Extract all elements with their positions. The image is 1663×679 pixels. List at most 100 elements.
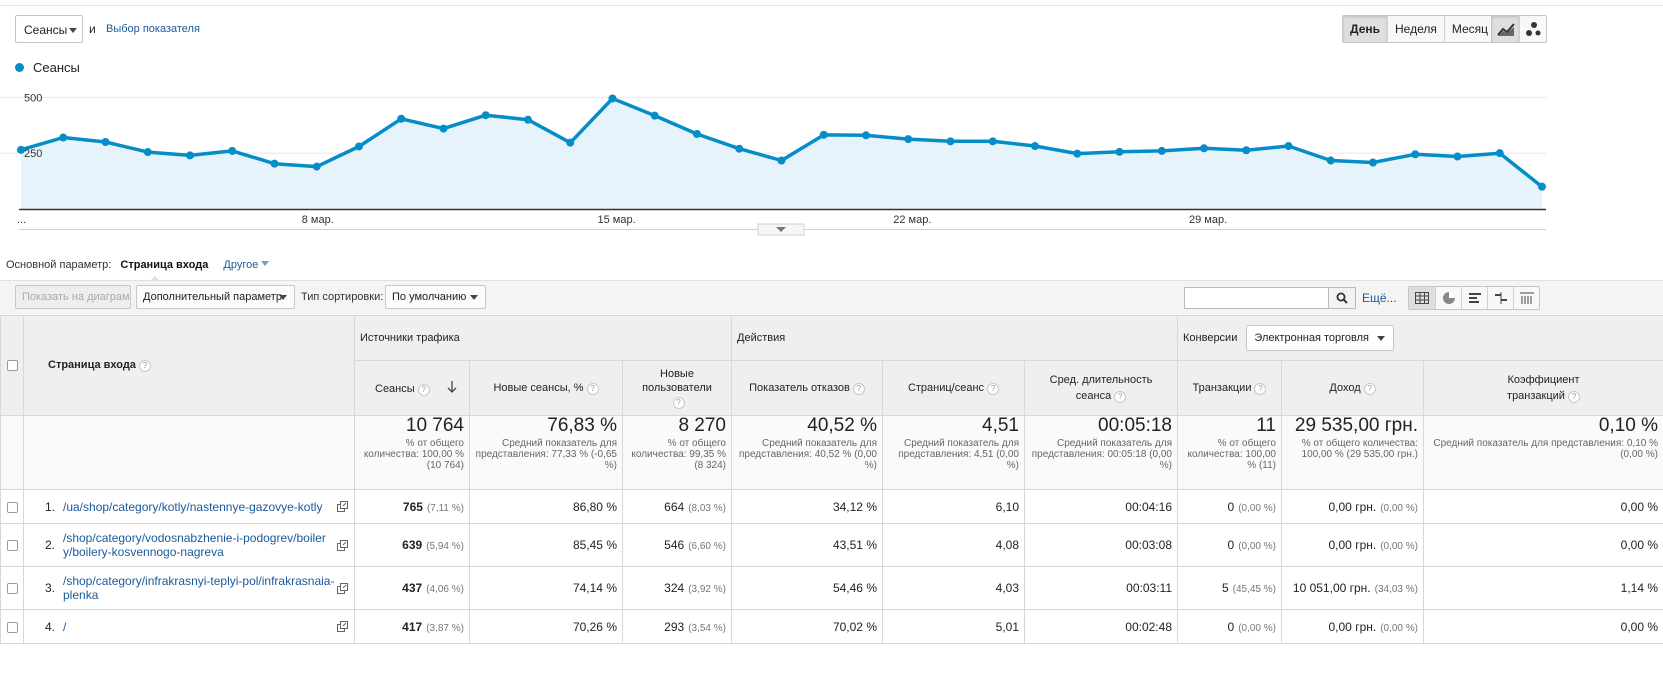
help-icon[interactable]: ? <box>138 360 151 372</box>
chart-point[interactable] <box>693 129 701 138</box>
row-page-link[interactable]: /shop/category/vodosnabzhenie-i-podogrev… <box>63 531 326 559</box>
row-page-link[interactable]: /ua/shop/category/kotly/nastennye-gazovy… <box>63 499 323 514</box>
help-icon[interactable]: ? <box>852 383 865 395</box>
help-icon[interactable]: ? <box>987 383 1000 395</box>
chart-point[interactable] <box>1031 142 1039 151</box>
help-icon[interactable]: ? <box>1363 383 1376 395</box>
line-chart-icon[interactable] <box>1492 16 1519 42</box>
chart-point[interactable] <box>1495 149 1504 158</box>
col-pages[interactable]: Страниц/сеанс? <box>882 360 1025 416</box>
page-column-header[interactable]: Страница входа? <box>23 315 355 416</box>
chart-point[interactable] <box>1073 149 1082 158</box>
select-all-checkbox[interactable] <box>6 360 18 372</box>
primary-dimension-active[interactable]: Страница входа <box>120 259 209 271</box>
help-icon[interactable]: ? <box>1114 391 1127 403</box>
period-week-button[interactable]: Неделя <box>1387 16 1444 42</box>
row-checkbox[interactable] <box>6 540 18 552</box>
col-duration[interactable]: Сред. длительность сеанса? <box>1024 360 1178 416</box>
conversion-type-select[interactable]: Электронная торговля <box>1246 325 1394 351</box>
open-external-icon[interactable] <box>337 582 348 594</box>
chart-resize-handle[interactable] <box>757 223 805 236</box>
chart-point[interactable] <box>1242 146 1251 155</box>
performance-view-icon[interactable] <box>1461 287 1487 309</box>
chart-point[interactable] <box>777 156 786 165</box>
chart-point[interactable] <box>312 162 321 171</box>
chart-point[interactable] <box>439 124 448 133</box>
metric-select[interactable]: Сеансы <box>15 15 83 43</box>
chart-point[interactable] <box>650 111 659 120</box>
chart-point[interactable] <box>17 145 25 154</box>
total-value: 00:05:18 <box>1098 415 1172 436</box>
open-external-icon[interactable] <box>337 539 348 551</box>
open-external-icon[interactable] <box>337 621 348 633</box>
chart-point[interactable] <box>1369 158 1377 167</box>
chart-point[interactable] <box>1200 144 1208 153</box>
table-search-input[interactable] <box>1188 289 1328 307</box>
chart-point[interactable] <box>228 146 237 155</box>
chart-point[interactable] <box>524 115 532 124</box>
chart-point[interactable] <box>397 114 406 123</box>
row-page-link[interactable]: / <box>63 619 67 634</box>
chart-point[interactable] <box>608 94 617 103</box>
chart-point[interactable] <box>1453 152 1462 161</box>
pick-metric-link[interactable]: Выбор показателя <box>106 23 200 35</box>
chart-point[interactable] <box>735 144 744 153</box>
col-bounce[interactable]: Показатель отказов? <box>731 360 883 416</box>
pivot-view-icon[interactable] <box>1513 287 1539 309</box>
chart-point[interactable] <box>904 135 913 144</box>
secondary-dimension-select[interactable]: Дополнительный параметр <box>136 285 295 309</box>
row-page-link[interactable]: /shop/category/infrakrasnyi-teplyi-pol/i… <box>63 574 335 602</box>
col-transactions[interactable]: Транзакции? <box>1177 360 1282 416</box>
pie-view-icon[interactable] <box>1435 287 1461 309</box>
chart-point[interactable] <box>270 159 279 168</box>
motion-chart-icon[interactable] <box>1519 16 1546 42</box>
chart-point[interactable] <box>186 151 194 160</box>
chart-point[interactable] <box>101 138 110 146</box>
chart-point[interactable] <box>862 131 870 140</box>
help-icon[interactable]: ? <box>1254 383 1267 395</box>
col-revenue[interactable]: Доход? <box>1281 360 1424 416</box>
row-checkbox[interactable] <box>6 501 18 513</box>
totals-empty-cell <box>0 415 24 490</box>
col-new-sessions-label: Новые сеансы, % <box>493 382 584 394</box>
chart-point[interactable] <box>1157 146 1166 155</box>
sort-type-select[interactable]: По умолчанию <box>385 285 486 309</box>
col-sessions[interactable]: Сеансы? <box>354 360 470 416</box>
col-new-sessions[interactable]: Новые сеансы, %? <box>469 360 623 416</box>
row-new-sessions: 70,26 % <box>469 609 623 644</box>
col-conv-rate[interactable]: Коэффициент транзакций? <box>1423 360 1663 416</box>
advanced-filter-link[interactable]: Ещё... <box>1362 291 1397 305</box>
chart-point[interactable] <box>946 137 955 146</box>
chart-point[interactable] <box>59 133 68 142</box>
sessions-chart: 250 500 ... 8 мар. 15 мар. 22 мар. 29 мар. <box>0 92 1546 236</box>
row-checkbox[interactable] <box>6 583 18 595</box>
chart-point[interactable] <box>1284 142 1293 151</box>
chart-point[interactable] <box>143 148 152 157</box>
chart-point[interactable] <box>988 137 997 146</box>
plot-rows-button[interactable]: Показать на диаграмме <box>15 285 131 309</box>
row-sessions-value: 765 <box>402 499 423 514</box>
chart-point[interactable] <box>819 130 828 139</box>
help-icon[interactable]: ? <box>672 397 685 409</box>
help-icon[interactable]: ? <box>1567 391 1580 403</box>
help-icon[interactable]: ? <box>417 383 430 396</box>
chart-point[interactable] <box>1326 156 1335 165</box>
open-external-icon[interactable] <box>337 501 348 513</box>
chart-legend: Сеансы <box>15 60 80 75</box>
search-icon[interactable] <box>1328 288 1355 308</box>
period-day-button[interactable]: День <box>1343 16 1387 42</box>
comparison-view-icon[interactable] <box>1487 287 1513 309</box>
period-month-button[interactable]: Месяц <box>1443 16 1495 42</box>
chart-point[interactable] <box>355 142 363 151</box>
row-checkbox[interactable] <box>6 621 18 633</box>
chart-point[interactable] <box>1538 182 1546 191</box>
help-icon[interactable]: ? <box>586 383 599 395</box>
chart-point[interactable] <box>1115 147 1124 156</box>
conjunction-label: и <box>89 22 96 36</box>
chart-point[interactable] <box>1411 150 1420 159</box>
table-view-icon[interactable] <box>1409 287 1435 309</box>
other-dimension-link[interactable]: Другое <box>223 259 270 271</box>
col-new-users[interactable]: Новые пользователи? <box>622 360 732 416</box>
chart-point[interactable] <box>481 111 490 120</box>
chart-point[interactable] <box>566 138 575 147</box>
